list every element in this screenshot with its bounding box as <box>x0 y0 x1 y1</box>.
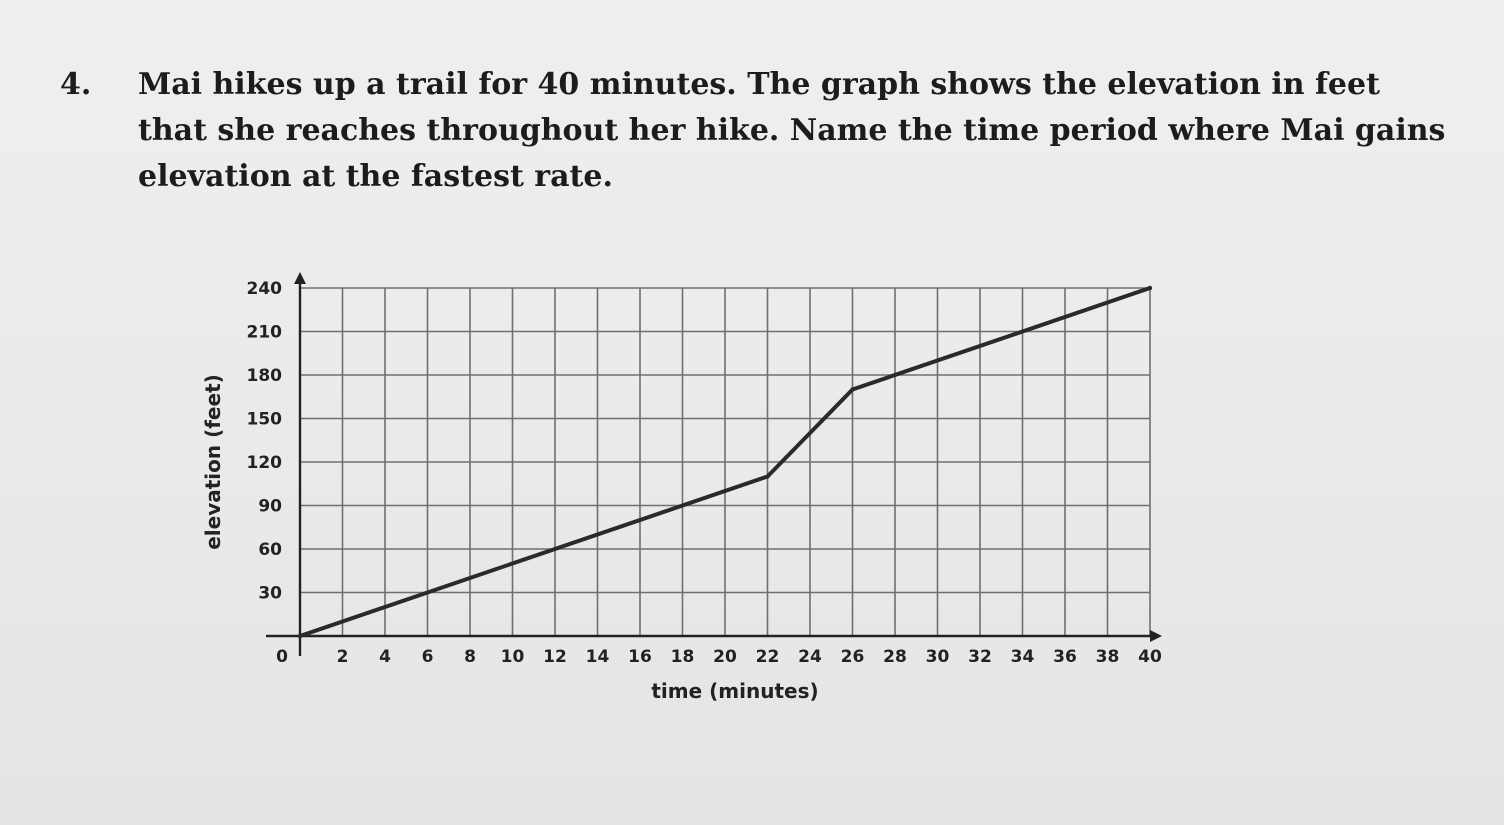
y-tick-label: 60 <box>258 540 282 560</box>
series-point <box>1147 285 1153 291</box>
x-tick-label: 18 <box>671 647 695 667</box>
x-tick-label: 36 <box>1053 647 1077 667</box>
x-axis-arrowhead <box>1150 630 1162 642</box>
x-tick-label: 26 <box>841 647 865 667</box>
series-point <box>297 633 303 639</box>
y-tick-label: 180 <box>247 366 283 386</box>
series-point <box>765 474 770 479</box>
series-point <box>850 387 855 392</box>
x-axis-title: time (minutes) <box>651 679 818 703</box>
x-tick-label: 12 <box>543 647 567 667</box>
x-tick-label: 38 <box>1096 647 1120 667</box>
chart-axes <box>266 272 1162 656</box>
y-axis-title: elevation (feet) <box>201 374 225 550</box>
chart-tick-labels: 2 4 6 8 10 12 14 16 18 20 22 24 26 28 30 32 34 36 38 400306… <box>247 279 1162 667</box>
y-tick-label: 150 <box>247 410 283 430</box>
y-tick-label: 120 <box>247 453 283 473</box>
chart-series <box>297 285 1153 639</box>
x-tick-label: 2 <box>337 647 349 667</box>
question-text: Mai hikes up a trail for 40 minutes. The… <box>138 67 1446 194</box>
x-tick-label: 10 <box>501 647 525 667</box>
y-tick-label: 30 <box>258 584 282 604</box>
x-tick-label: 30 <box>926 647 950 667</box>
x-tick-label: 32 <box>968 647 992 667</box>
y-tick-label: 210 <box>247 323 283 343</box>
x-tick-label: 34 <box>1011 647 1035 667</box>
y-tick-label: 90 <box>258 497 282 517</box>
y-tick-label: 240 <box>247 279 283 299</box>
series-line <box>298 286 1152 638</box>
x-tick-label: 40 <box>1138 647 1162 667</box>
chart-grid <box>300 287 1151 636</box>
x-tick-label: 28 <box>883 647 907 667</box>
x-tick-label: 6 <box>422 647 434 667</box>
x-tick-label: 8 <box>464 647 476 667</box>
origin-label: 0 <box>276 647 288 667</box>
x-tick-label: 24 <box>798 647 822 667</box>
question-number: 4. <box>60 67 92 102</box>
x-tick-label: 4 <box>379 647 391 667</box>
y-axis-arrowhead <box>294 272 306 284</box>
x-tick-label: 16 <box>628 647 652 667</box>
x-tick-label: 20 <box>713 647 737 667</box>
x-tick-label: 14 <box>586 647 610 667</box>
x-tick-label: 22 <box>756 647 780 667</box>
